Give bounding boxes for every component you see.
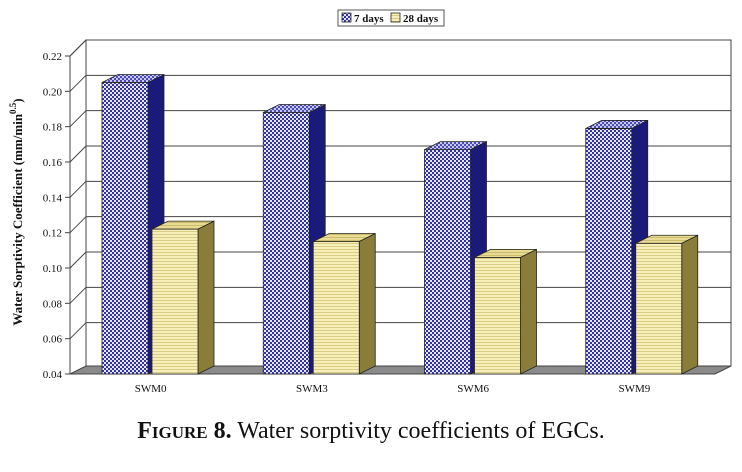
bar-side — [358, 232, 376, 375]
y-axis-title-end: ) — [10, 98, 25, 102]
bar-side — [197, 220, 215, 375]
legend-label-28-days: 28 days — [403, 13, 439, 25]
bar-top — [635, 234, 698, 244]
x-tick-label: SWM9 — [618, 383, 650, 395]
bar-top — [313, 233, 376, 242]
figure-caption: Figure 8. Water sorptivity coefficients … — [0, 418, 742, 462]
x-tick-label: SWM6 — [457, 383, 489, 395]
chart-area: 0.04 0.06 0.08 0.10 0.12 0.14 0.16 0.18 0.20 0.22… — [8, 9, 732, 395]
grid-depth-line — [69, 322, 87, 340]
x-tick-label: SWM3 — [296, 383, 328, 395]
y-tick-label: 0.08 — [43, 298, 63, 310]
bar-top — [151, 220, 215, 230]
legend-label-7-days: 7 days — [354, 13, 384, 25]
legend-swatch-7-days — [341, 12, 352, 23]
bar-front — [312, 241, 360, 375]
y-axis-depth — [69, 39, 87, 57]
y-tick-label: 0.18 — [43, 122, 63, 134]
bar-front — [424, 149, 471, 375]
y-tick-label: 0.12 — [43, 228, 62, 240]
grid-depth-line — [69, 180, 87, 198]
bar-swm9-28-days — [635, 234, 699, 375]
bar-front — [585, 128, 633, 375]
bar-side — [681, 234, 699, 375]
legend: 7 days 28 days — [337, 9, 445, 27]
caption-label: Figure 8. — [137, 418, 232, 444]
grid-depth-line — [69, 74, 87, 92]
y-tick-label: 0.22 — [43, 51, 62, 63]
bar-swm3-28-days — [312, 232, 376, 375]
bar-side — [520, 248, 537, 375]
bar-front — [262, 112, 310, 375]
grid-depth-line — [69, 145, 87, 163]
y-tick-label: 0.20 — [43, 86, 63, 98]
bar-top — [101, 74, 165, 83]
x-axis-labels: SWM0 SWM3 SWM6 SWM9 — [135, 383, 651, 395]
grid-depth-line — [69, 216, 87, 234]
y-axis-title-main: Water Sorptivity Coefficient (mm/min — [10, 113, 25, 325]
x-tick-label: SWM0 — [135, 383, 167, 395]
y-axis-title-sup: 0.5 — [8, 102, 18, 114]
y-axis-title: Water Sorptivity Coefficient (mm/min0.5) — [8, 98, 25, 325]
bar-top — [585, 120, 648, 129]
bar-swm0-28-days — [151, 220, 215, 375]
bar-chart: 0.04 0.06 0.08 0.10 0.12 0.14 0.16 0.18 0.20 0.22… — [8, 9, 732, 395]
grid-depth-line — [69, 286, 87, 304]
bar-front — [474, 256, 521, 375]
y-tick-label: 0.16 — [43, 157, 63, 169]
caption-text: Water sorptivity coefficients of EGCs. — [231, 418, 605, 444]
bar-top — [424, 141, 487, 151]
grid-depth-line — [69, 251, 87, 269]
y-tick-label: 0.10 — [43, 263, 63, 275]
bar-top — [474, 248, 537, 258]
bar-swm6-28-days — [474, 248, 537, 375]
bar-front — [101, 82, 149, 375]
grid-depth-line — [69, 110, 87, 128]
y-tick-label: 0.14 — [43, 192, 63, 204]
bars-group — [101, 73, 699, 375]
bar-front — [635, 242, 683, 375]
y-tick-label: 0.04 — [43, 369, 63, 381]
bar-front — [151, 228, 199, 375]
legend-swatch-28-days — [390, 12, 401, 23]
y-axis-ticks: 0.04 0.06 0.08 0.10 0.12 0.14 0.16 0.18 0.20 0.22 — [43, 51, 70, 381]
y-tick-label: 0.06 — [43, 334, 63, 346]
bar-top — [263, 104, 326, 113]
